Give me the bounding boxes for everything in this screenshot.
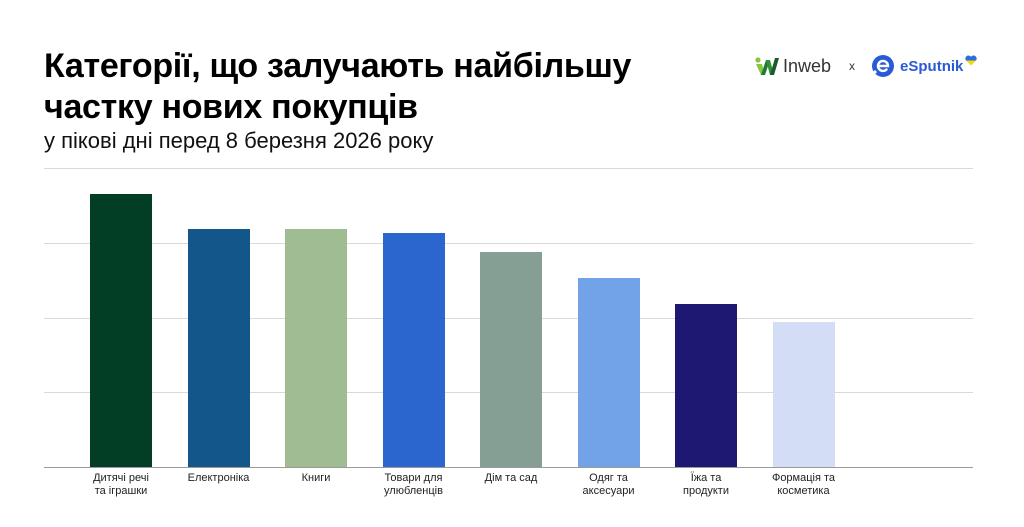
partner-logos: Inweb x eSputnik (755, 52, 978, 80)
bar (90, 194, 152, 467)
inweb-w-icon (755, 57, 779, 75)
inweb-logo: Inweb (755, 56, 831, 77)
inweb-wordmark: Inweb (783, 55, 832, 76)
x-axis-label: Електроніка (169, 472, 269, 485)
x-axis-label: Товари для улюбленців (364, 472, 464, 498)
bar (382, 233, 445, 467)
ukraine-heart-icon (965, 55, 978, 65)
bar-chart (44, 168, 973, 468)
x-axis-label-line: Дитячі речі (93, 472, 149, 484)
gridline (44, 242, 973, 244)
x-axis-label-line: Формація та (771, 472, 836, 484)
gridline (44, 168, 973, 169)
bar (285, 229, 347, 467)
partner-separator: x (849, 59, 856, 73)
x-axis-label: Дім та сад (461, 472, 561, 485)
x-axis-label: Книги (266, 472, 366, 485)
x-axis-label-line: улюбленців (384, 485, 443, 497)
chart-title: Категорії, що залучають найбільшу частку… (44, 47, 632, 126)
x-axis-label-line: Товари для (384, 472, 443, 484)
bar (187, 229, 250, 467)
x-axis-baseline (44, 467, 973, 468)
x-axis-label-line: косметика (777, 485, 830, 497)
bar (480, 251, 542, 467)
bar (675, 304, 737, 467)
x-axis-label-line: Одяг та (589, 472, 628, 484)
x-axis-label-line: Електроніка (187, 472, 250, 484)
esputnik-logo: eSputnik (871, 54, 978, 78)
x-axis-label-line: Книги (301, 472, 331, 484)
esputnik-wordmark: eSputnik (900, 57, 964, 75)
x-axis-label-line: Дім та сад (484, 472, 538, 484)
x-axis-label: Формація та косметика (754, 472, 854, 498)
x-axis-label-line: аксесуари (582, 485, 635, 497)
bar (772, 322, 835, 467)
x-axis-label-line: та іграшки (94, 485, 148, 497)
chart-subtitle: у пікові дні перед 8 березня 2026 року (44, 128, 434, 153)
x-axis-label: Їжа та продукти (656, 472, 756, 498)
x-axis-label: Дитячі речі та іграшки (71, 472, 171, 498)
x-axis-label-line: продукти (683, 485, 729, 497)
x-axis-label: Одяг та аксесуари (559, 472, 659, 498)
esputnik-e-icon (872, 55, 895, 77)
x-axis-label-line: Їжа та (690, 472, 722, 484)
bar (577, 277, 640, 467)
